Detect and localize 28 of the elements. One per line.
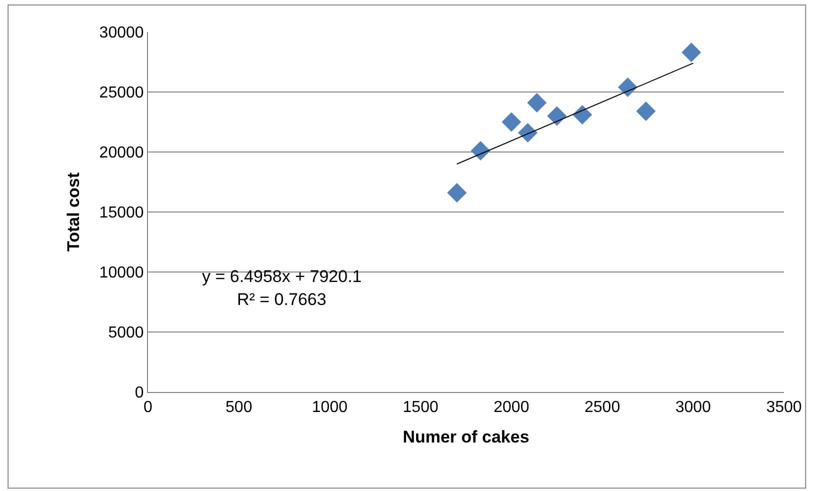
point [518,123,538,143]
y-tick-label: 10000 [99,264,144,282]
point [447,183,467,203]
y-tick-label: 0 [134,384,144,402]
x-tick-label: 1500 [402,399,438,416]
y-axis-title: Total cost [64,172,83,252]
x-tick-label: 3000 [675,399,712,416]
point [502,112,522,132]
x-tick-label: 2000 [494,399,530,416]
x-tick-label: 1000 [312,399,348,416]
x-tick-label: 3500 [766,399,802,416]
y-tick-label: 30000 [99,24,144,42]
point [547,106,567,126]
y-tick-label: 25000 [99,84,144,102]
annotation: y = 6.4958x + 7920.1 [202,267,362,286]
x-tick-label: 2500 [584,399,620,416]
point [636,101,656,121]
point [527,93,547,113]
y-tick-label: 20000 [99,144,144,162]
point [470,141,490,161]
point [572,105,592,125]
y-tick-label: 5000 [108,324,144,342]
x-axis-title: Numer of cakes [402,428,530,447]
y-tick-label: 15000 [99,204,144,222]
point [618,77,638,97]
annotation: R² = 0.7663 [237,290,326,309]
x-tick-label: 500 [226,399,252,416]
point [682,42,702,62]
